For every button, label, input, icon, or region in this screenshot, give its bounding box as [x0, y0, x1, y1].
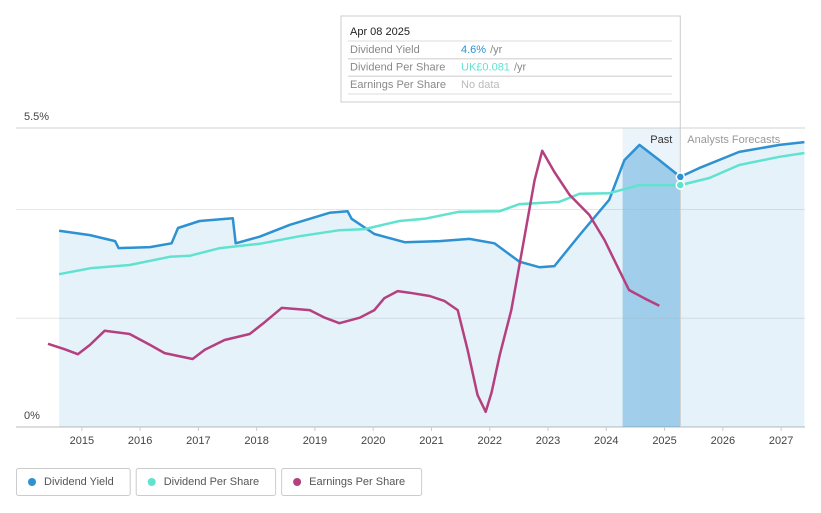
- x-tick-label: 2025: [652, 435, 676, 447]
- x-tick-label: 2026: [711, 435, 735, 447]
- tooltip-unit: /yr: [514, 61, 527, 73]
- legend-label: Dividend Yield: [44, 476, 114, 488]
- x-tick-label: 2023: [536, 435, 560, 447]
- series-line: [58, 140, 805, 269]
- x-tick-label: 2024: [594, 435, 618, 447]
- tooltip-value: No data: [461, 79, 500, 91]
- past-area: [622, 144, 681, 427]
- x-tick-label: 2020: [361, 435, 385, 447]
- legend-item[interactable]: Earnings Per Share: [281, 468, 423, 496]
- x-tick-label: 2017: [186, 435, 210, 447]
- legend-box[interactable]: [281, 468, 423, 496]
- marker: [675, 172, 686, 182]
- tooltip-label: Dividend Yield: [350, 44, 420, 56]
- legend-swatch: [28, 478, 36, 486]
- x-tick-label: 2019: [303, 435, 327, 447]
- tooltip-date: Apr 08 2025: [350, 26, 410, 38]
- tooltip-value-text: 4.6%: [461, 44, 486, 56]
- y-tick-label: 0%: [24, 410, 40, 422]
- series-line: [47, 149, 660, 414]
- region-label: Past: [650, 134, 672, 146]
- x-tick-label: 2016: [128, 435, 152, 447]
- tooltip-value-text: No data: [461, 79, 500, 91]
- legend-swatch: [293, 478, 302, 486]
- x-tick-label: 2018: [244, 435, 268, 447]
- legend-box[interactable]: [16, 468, 131, 496]
- legend-item[interactable]: Dividend Per Share: [135, 468, 277, 496]
- marker: [675, 180, 686, 190]
- tooltip-label: Dividend Per Share: [350, 61, 445, 73]
- tooltip-value: 4.6% /yr: [461, 44, 503, 56]
- tooltip-value-text: UK£0.081: [461, 61, 510, 73]
- x-tick-label: 2015: [70, 435, 94, 447]
- series-line: [58, 151, 805, 276]
- x-tick-label: 2021: [419, 435, 443, 447]
- tooltip-unit: /yr: [490, 44, 503, 56]
- x-tick-label: 2027: [769, 435, 793, 447]
- legend-box[interactable]: [135, 468, 277, 496]
- legend-swatch: [147, 478, 156, 486]
- tooltip-value: UK£0.081/yr: [461, 61, 526, 73]
- y-tick-label: 5.5%: [24, 111, 49, 123]
- region-label: Analysts Forecasts: [687, 134, 780, 146]
- legend-item[interactable]: Dividend Yield: [16, 468, 131, 496]
- tooltip-label: Earnings Per Share: [350, 79, 446, 91]
- x-tick-label: 2022: [478, 435, 502, 447]
- legend-label: Earnings Per Share: [309, 476, 405, 488]
- area: [59, 142, 805, 427]
- legend-label: Dividend Per Share: [164, 476, 259, 488]
